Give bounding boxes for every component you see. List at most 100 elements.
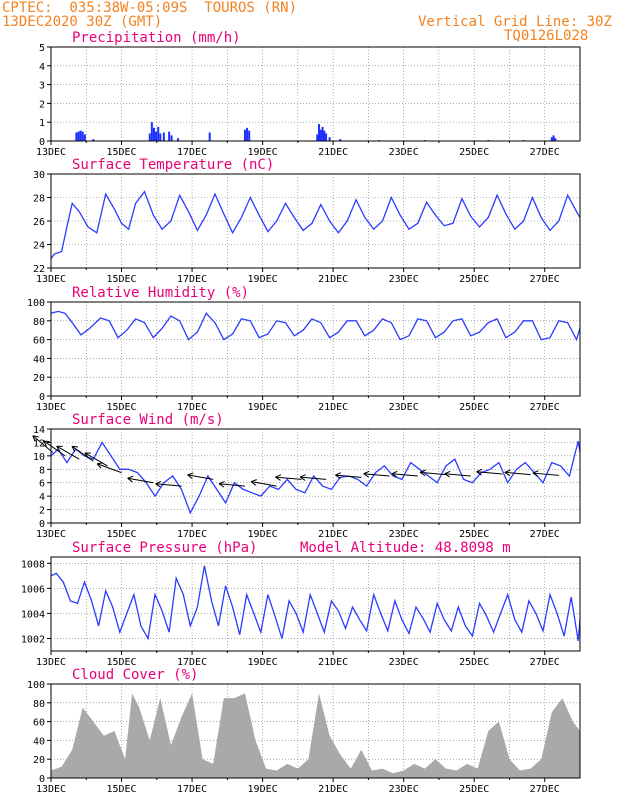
wind-series-line: [50, 440, 581, 515]
wind-vector: [532, 470, 559, 477]
wind-panel: 0 2 4 6 8 10 12 14 13DEC 15DEC 17DEC 19DEC 21DEC 23DE…: [32, 412, 581, 540]
pressure-xtick-label: 15DEC: [106, 657, 136, 668]
rh-frame: [50, 301, 581, 397]
header-station: CPTEC: 035:38W-05:09S TOUROS (RN): [2, 0, 298, 16]
precip-xtick-label: 23DEC: [389, 147, 419, 158]
wind-vector: [335, 472, 362, 479]
pressure-xtick-label: 25DEC: [459, 657, 489, 668]
cloud-xtick-label: 17DEC: [177, 784, 207, 795]
cloud-xtick-label: 23DEC: [389, 784, 419, 795]
precip-bar: [157, 126, 160, 141]
cloud-xtick-label: 21DEC: [318, 784, 348, 795]
cloud-ytick-label: 40: [33, 736, 45, 747]
wind-vector: [250, 479, 277, 487]
wind-xtick-label: 23DEC: [389, 529, 419, 540]
wind-vector: [84, 452, 108, 467]
header-date: 13DEC2020 30Z (GMT): [2, 14, 163, 30]
precip-title: Precipitation (mm/h): [72, 30, 241, 46]
precip-ytick-label: 2: [39, 99, 45, 110]
wind-vector: [299, 474, 327, 481]
precip-bar: [325, 133, 328, 141]
wind-vector: [218, 480, 246, 488]
precip-ytick-label: 1: [39, 118, 45, 129]
wind-vector: [419, 469, 447, 477]
temp-ytick-label: 24: [33, 241, 45, 252]
wind-vector: [56, 445, 80, 460]
wind-title: Surface Wind (m/s): [72, 412, 224, 428]
pressure-panel: 1002 1004 1006 1008 13DEC 15DEC 17DEC 19DEC 21DE…: [21, 540, 581, 668]
cloud-xtick-label: 15DEC: [106, 784, 136, 795]
temp-xtick-label: 27DEC: [530, 274, 560, 285]
rh-xtick-label: 27DEC: [530, 402, 560, 413]
wind-xtick-label: 17DEC: [177, 529, 207, 540]
pressure-xtick-label: 23DEC: [389, 657, 419, 668]
cloud-cover-area: [51, 693, 580, 778]
precip-bar: [318, 124, 321, 141]
pressure-xtick-label: 21DEC: [318, 657, 348, 668]
precip-xtick-label: 17DEC: [177, 147, 207, 158]
precip-bar: [75, 132, 78, 141]
pressure-xtick-label: 13DEC: [36, 657, 66, 668]
pressure-frame: [50, 556, 581, 652]
precip-bar: [319, 129, 322, 141]
cloud-title: Cloud Cover (%): [72, 667, 198, 683]
temp-series-line: [50, 190, 581, 259]
precip-bar: [168, 131, 171, 141]
wind-vector: [476, 468, 503, 476]
precip-bar: [550, 137, 553, 141]
wind-ytick-label: 10: [33, 452, 45, 463]
rh-ytick-label: 80: [33, 317, 45, 328]
cloud-xtick-label: 13DEC: [36, 784, 66, 795]
precip-bar: [176, 138, 179, 141]
temp-xtick-label: 23DEC: [389, 274, 419, 285]
precip-xtick-label: 21DEC: [318, 147, 348, 158]
precip-bar: [81, 131, 84, 141]
cloud-xtick-label: 25DEC: [459, 784, 489, 795]
wind-xtick-label: 27DEC: [530, 529, 560, 540]
wind-vector: [187, 472, 214, 480]
pressure-title: Surface Pressure (hPa): [72, 540, 257, 556]
precip-xtick-label: 19DEC: [248, 147, 278, 158]
cloud-xtick-label: 19DEC: [248, 784, 278, 795]
temp-ytick-label: 30: [33, 170, 45, 181]
precip-bar: [79, 130, 82, 141]
precip-panel: 0 1 2 3 4 5 13DEC 15DEC 17DEC 19DEC 21DEC 23DEC 25DE…: [36, 30, 581, 158]
precip-xtick-label: 25DEC: [459, 147, 489, 158]
precip-ytick-label: 5: [39, 43, 45, 54]
precip-bar: [150, 122, 153, 141]
precip-bar: [148, 133, 151, 141]
rh-title: Relative Humidity (%): [72, 285, 249, 301]
precip-bar: [92, 139, 95, 141]
wind-ytick-label: 8: [39, 465, 45, 476]
pressure-xtick-label: 17DEC: [177, 657, 207, 668]
precip-ytick-label: 0: [39, 137, 45, 148]
precip-bar: [554, 138, 557, 141]
wind-ytick-label: 0: [39, 519, 45, 530]
wind-ytick-label: 6: [39, 479, 45, 490]
wind-xtick-label: 25DEC: [459, 529, 489, 540]
header-model-code: TQ0126L028: [504, 28, 589, 44]
wind-xtick-label: 15DEC: [106, 529, 136, 540]
rh-xtick-label: 13DEC: [36, 402, 66, 413]
cloud-ytick-label: 0: [39, 774, 45, 785]
precip-frame: [50, 46, 581, 142]
precip-bar: [328, 137, 331, 141]
pressure-ytick-label: 1002: [21, 634, 45, 645]
rh-ytick-label: 60: [33, 336, 45, 347]
rh-ytick-label: 40: [33, 354, 45, 365]
pressure-xtick-label: 27DEC: [530, 657, 560, 668]
rh-xtick-label: 23DEC: [389, 402, 419, 413]
rh-ytick-label: 0: [39, 392, 45, 403]
precip-bar: [77, 131, 80, 141]
rh-xtick-label: 19DEC: [248, 402, 278, 413]
wind-vector: [71, 445, 94, 462]
wind-ytick-label: 2: [39, 506, 45, 517]
cloud-ytick-label: 80: [33, 699, 45, 710]
rh-xtick-label: 25DEC: [459, 402, 489, 413]
cloud-xtick-label: 27DEC: [530, 784, 560, 795]
precip-bar: [316, 134, 319, 141]
precip-bar: [243, 129, 246, 141]
precip-bar: [321, 126, 324, 141]
temp-panel: 22 24 26 28 30 13DEC 15DEC 17DEC 19DEC 21DEC 23DEC…: [33, 157, 581, 285]
precip-bar: [323, 130, 326, 141]
